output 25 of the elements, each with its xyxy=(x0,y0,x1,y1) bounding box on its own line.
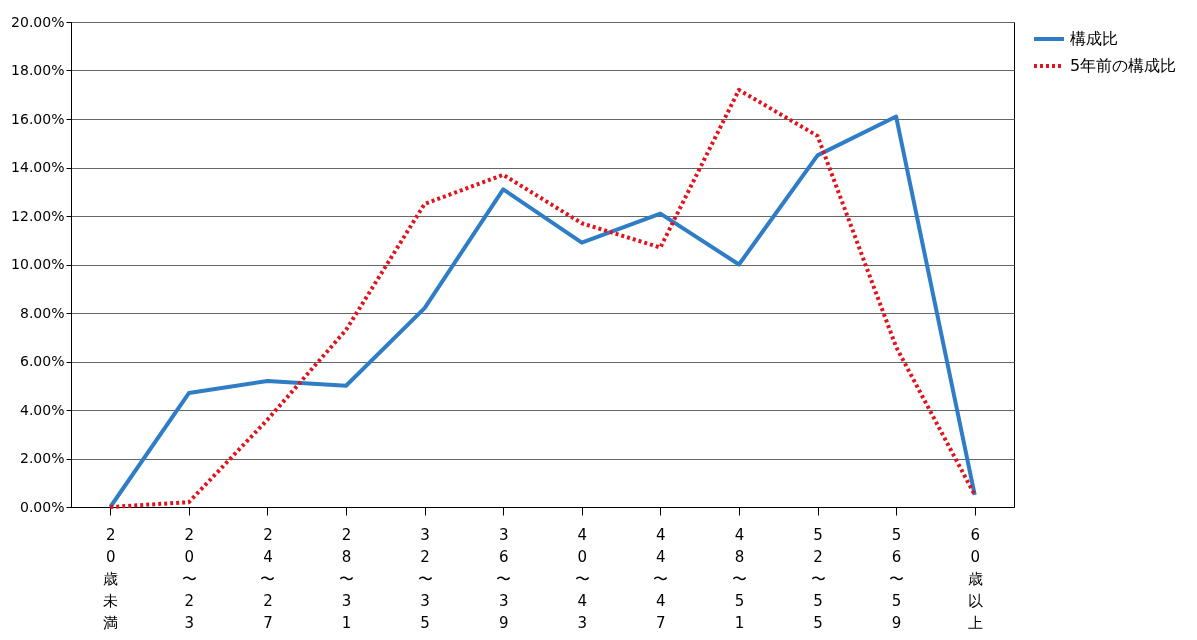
x-tick-label: 28〜31 xyxy=(339,525,355,632)
x-tick-label: 36〜39 xyxy=(496,525,512,632)
y-tick-label: 20.00% xyxy=(11,13,65,30)
y-tick-label: 14.00% xyxy=(11,159,65,175)
y-tick-label: 18.00% xyxy=(11,62,65,78)
x-tick-label: 20〜23 xyxy=(181,525,197,632)
y-tick-label: 6.00% xyxy=(20,353,65,369)
y-tick-label: 2.00% xyxy=(20,450,65,466)
legend-label: 5年前の構成比 xyxy=(1070,56,1177,75)
legend-label: 構成比 xyxy=(1070,29,1118,48)
y-tick-label: 4.00% xyxy=(20,401,65,418)
x-tick-label: 60歳以上 xyxy=(967,525,983,632)
y-tick-label: 12.00% xyxy=(11,207,65,224)
x-tick-label: 56〜59 xyxy=(889,525,905,632)
x-tick-label: 44〜47 xyxy=(653,525,669,632)
x-tick-label: 52〜55 xyxy=(810,525,826,632)
x-tick-label: 24〜27 xyxy=(260,525,276,632)
x-tick-label: 20歳未満 xyxy=(103,525,119,632)
x-tick-label: 32〜35 xyxy=(417,525,433,632)
y-tick-label: 0.00% xyxy=(20,498,65,515)
y-tick-label: 10.00% xyxy=(11,256,65,272)
x-tick-label: 40〜43 xyxy=(574,525,590,632)
y-tick-label: 8.00% xyxy=(20,304,65,321)
x-tick-label: 48〜51 xyxy=(731,525,747,632)
y-tick-label: 16.00% xyxy=(11,110,65,127)
